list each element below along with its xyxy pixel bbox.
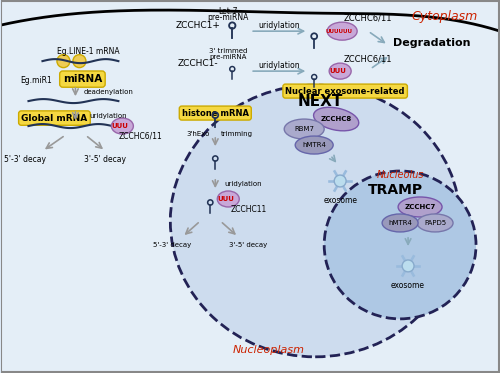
Circle shape — [334, 175, 346, 187]
Text: Eg.LINE-1 mRNA: Eg.LINE-1 mRNA — [57, 47, 120, 56]
Text: hMTR4: hMTR4 — [302, 142, 326, 148]
Text: Degradation: Degradation — [394, 38, 471, 48]
Ellipse shape — [327, 22, 357, 40]
Text: ZCCHC6/11: ZCCHC6/11 — [118, 132, 162, 141]
Text: ZCCHC11: ZCCHC11 — [230, 206, 266, 214]
Ellipse shape — [170, 85, 460, 357]
Text: uridylation: uridylation — [224, 181, 262, 187]
Text: deadenylation: deadenylation — [84, 89, 134, 95]
Text: Nucleolus: Nucleolus — [376, 170, 424, 180]
Ellipse shape — [324, 171, 476, 319]
Ellipse shape — [112, 118, 134, 134]
Text: NEXT: NEXT — [298, 94, 343, 109]
Text: Cytoplasm: Cytoplasm — [412, 10, 478, 23]
Text: 5'-3' decay: 5'-3' decay — [153, 242, 192, 248]
Text: ZCCHC1+: ZCCHC1+ — [176, 21, 220, 30]
Text: hMTR4: hMTR4 — [388, 220, 412, 226]
Text: ZCCHC8: ZCCHC8 — [320, 116, 352, 122]
Text: miRNA: miRNA — [63, 74, 102, 84]
Text: 3'hExo: 3'hExo — [186, 131, 210, 137]
Text: UUU: UUU — [112, 123, 128, 129]
Ellipse shape — [295, 136, 333, 154]
Text: ZCCHC6/11: ZCCHC6/11 — [344, 54, 393, 64]
Text: 3' trimmed: 3' trimmed — [209, 48, 248, 54]
Text: 3'-5' decay: 3'-5' decay — [229, 242, 268, 248]
Text: TRAMP: TRAMP — [368, 183, 422, 197]
Text: RBM7: RBM7 — [294, 126, 314, 132]
Text: 3'-5' decay: 3'-5' decay — [84, 154, 126, 163]
Text: uridylation: uridylation — [90, 113, 127, 119]
Ellipse shape — [417, 214, 453, 232]
Ellipse shape — [218, 191, 240, 207]
Ellipse shape — [398, 197, 442, 217]
Text: histone mRNA: histone mRNA — [182, 109, 249, 117]
Circle shape — [57, 54, 70, 68]
Text: ZCCHC7: ZCCHC7 — [404, 204, 436, 210]
Ellipse shape — [382, 214, 418, 232]
Text: ZCCHC6/11: ZCCHC6/11 — [344, 14, 393, 23]
Circle shape — [402, 260, 414, 272]
Text: uridylation: uridylation — [258, 61, 300, 70]
Text: UUU: UUU — [218, 196, 234, 202]
Text: trimming: trimming — [222, 131, 254, 137]
Ellipse shape — [329, 63, 351, 79]
Text: Global mRNA: Global mRNA — [22, 113, 88, 123]
Text: Nucleoplasm: Nucleoplasm — [232, 345, 304, 355]
Text: exosome: exosome — [323, 197, 357, 206]
Ellipse shape — [284, 119, 324, 139]
Text: 5'-3' decay: 5'-3' decay — [4, 154, 46, 163]
Text: Let-7: Let-7 — [218, 7, 238, 16]
Text: UUU: UUU — [329, 68, 346, 74]
Text: pre-miRNA: pre-miRNA — [210, 54, 247, 60]
Text: PAPD5: PAPD5 — [424, 220, 446, 226]
Text: Eg.miR1: Eg.miR1 — [20, 76, 52, 85]
Text: UUUUUU: UUUUUU — [325, 29, 352, 34]
Circle shape — [73, 54, 86, 68]
Text: exosome: exosome — [391, 281, 425, 291]
Text: pre-miRNA: pre-miRNA — [208, 13, 249, 22]
Text: Nuclear exosome-related: Nuclear exosome-related — [286, 87, 405, 95]
Text: uridylation: uridylation — [258, 21, 300, 30]
Text: ZCCHC1-: ZCCHC1- — [178, 59, 218, 68]
Ellipse shape — [314, 107, 359, 131]
